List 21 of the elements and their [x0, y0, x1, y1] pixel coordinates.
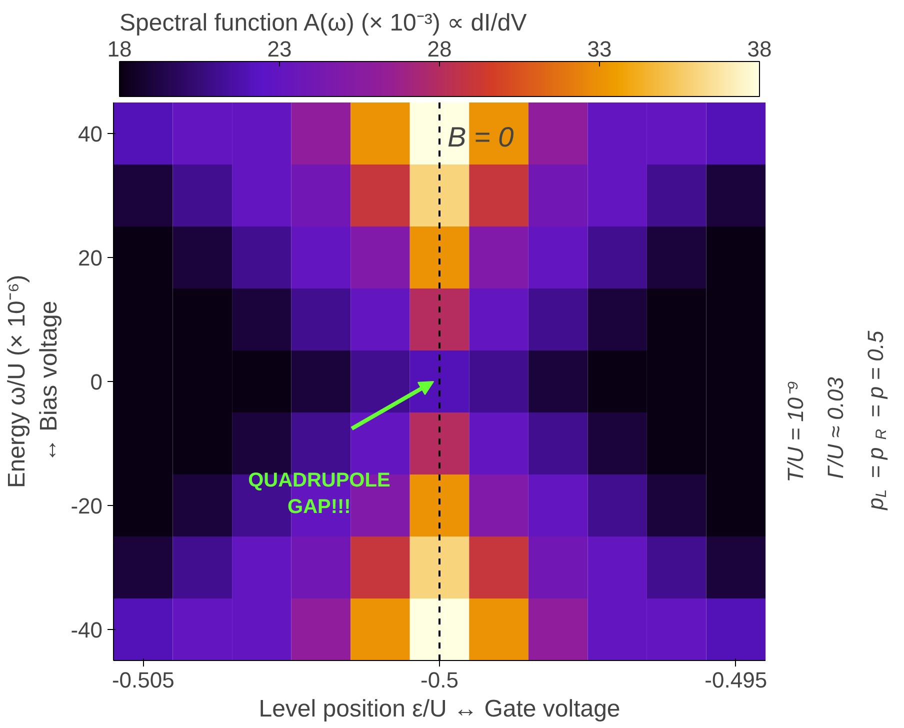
- y-tick-label: 20: [78, 246, 103, 270]
- ref-line-label: B = 0: [448, 122, 514, 152]
- text: pL = pR = p = 0.5: [863, 330, 890, 511]
- x-axis-title: Level position ε/U ↔ Gate voltage: [258, 696, 620, 722]
- annotation: QUADRUPOLE GAP!!!: [248, 470, 390, 518]
- text: T/U = 10⁻⁹: [783, 380, 808, 482]
- color-bar-label: 23: [267, 36, 292, 62]
- color-bar-title: Spectral function A(ω) (× 10⁻³) ∝ dI/dV: [120, 10, 527, 36]
- x-tick-label: -0.495: [704, 668, 768, 692]
- x-tick-label: -0.5: [420, 668, 458, 692]
- color-bar-label: 18: [107, 36, 132, 62]
- y-tick-label: 40: [78, 122, 103, 146]
- color-bar-label: 28: [427, 36, 452, 62]
- text: Γ/U ≈ 0.03: [823, 376, 848, 479]
- color-bar-label: 38: [747, 36, 772, 62]
- color-bar-label: 33: [587, 36, 612, 62]
- x-tick-label: -0.505: [112, 668, 174, 692]
- y-axis-title: Energy ω/U (× 10⁻⁶) ↔ Bias voltage: [3, 274, 63, 488]
- y-tick-label: -20: [70, 494, 102, 518]
- y-tick-label: 0: [90, 370, 103, 394]
- y-tick-label: -40: [70, 618, 102, 642]
